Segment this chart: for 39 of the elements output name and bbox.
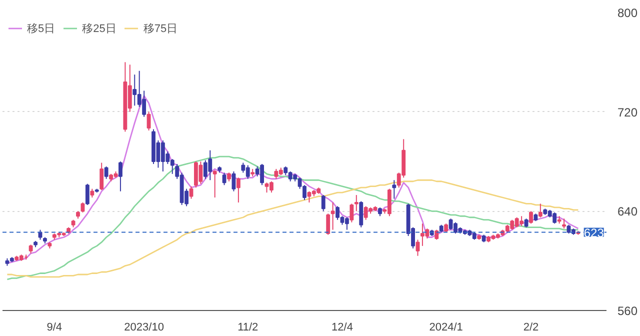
candlestick (350, 203, 354, 223)
candlestick (330, 202, 335, 230)
y-tick-label: 560 (618, 304, 638, 318)
candlestick (236, 177, 240, 203)
candlestick (80, 202, 85, 213)
ref-line-label: 623 (584, 226, 604, 240)
x-tick-label: 11/2 (238, 322, 258, 334)
candlestick (321, 194, 326, 212)
legend-label: 移75日 (143, 22, 178, 36)
candlestick (104, 166, 108, 180)
candlestick (85, 183, 90, 206)
candlestick (212, 170, 217, 198)
x-tick-label: 12/4 (332, 322, 353, 334)
candlestick (326, 213, 330, 236)
y-tick-label: 800 (618, 6, 638, 20)
candlestick (392, 180, 396, 200)
x-tick-label: 9/4 (46, 322, 62, 334)
candlestick (146, 111, 151, 131)
y-tick-label: 640 (618, 204, 638, 219)
candlestick (416, 239, 420, 256)
candlestick (529, 210, 533, 224)
candlestick (354, 194, 358, 212)
line-series (6, 94, 579, 264)
x-tick-label: 2024/1 (429, 322, 463, 334)
candlestick (562, 218, 566, 230)
candlestick (189, 186, 194, 200)
legend-label: 移5日 (27, 22, 56, 36)
x-tick-label: 2/2 (523, 322, 539, 334)
candlestick (359, 200, 364, 228)
x-tick-label: 2023/10 (124, 322, 164, 334)
candlestick (118, 161, 122, 192)
candlestick (538, 203, 542, 218)
candlestick (100, 162, 104, 191)
legend-label: 移25日 (82, 22, 116, 36)
line-series (6, 156, 579, 280)
candlestick (222, 172, 226, 186)
y-tick-label: 720 (618, 105, 638, 120)
candlestick (232, 170, 236, 192)
candlestick (387, 188, 392, 217)
